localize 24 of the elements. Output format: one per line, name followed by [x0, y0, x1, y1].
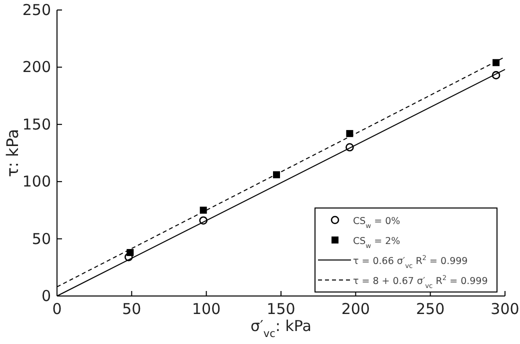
y-tick-label: 100 [22, 172, 51, 191]
x-tick-label: 50 [122, 300, 142, 318]
x-tick-label: 100 [192, 300, 221, 318]
x-tick-label: 300 [490, 300, 520, 318]
x-tick-label: 0 [52, 300, 62, 318]
point [492, 59, 500, 66]
y-tick-label: 50 [32, 230, 51, 248]
point [126, 249, 134, 256]
x-tick-label: 250 [416, 300, 445, 318]
x-tick-label: 200 [341, 300, 370, 318]
x-tick-label: 150 [266, 300, 296, 318]
legend-label: CS$_{w}$ = 0% [353, 216, 400, 230]
x-axis-title: σ′$_{vc}$: kPa [250, 317, 312, 340]
y-tick-label: 150 [22, 115, 51, 134]
y-tick-label: 0 [41, 287, 51, 305]
point [273, 171, 280, 178]
point [200, 206, 207, 214]
legend-label: τ = 8 + 0.67 σ′$_{vc}$ R$^{2}$ = 0.999 [353, 274, 488, 290]
legend-label: τ = 0.66 σ′$_{vc}$ R$^{2}$ = 0.999 [353, 254, 468, 270]
legend-label: CS$_{w}$ = 2% [353, 236, 400, 250]
y-axis-title: τ: kPa [3, 128, 22, 178]
y-tick-label: 200 [22, 58, 51, 76]
point [346, 130, 354, 138]
y-tick-label: 250 [22, 1, 51, 19]
